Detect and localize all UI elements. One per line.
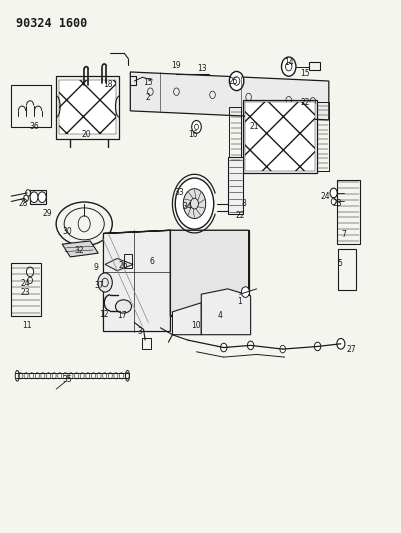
- Text: 23: 23: [333, 199, 342, 208]
- Text: 7: 7: [342, 230, 346, 239]
- Circle shape: [98, 273, 112, 292]
- Text: 9: 9: [94, 263, 99, 272]
- Text: 19: 19: [172, 61, 181, 69]
- Bar: [243, 100, 317, 173]
- Bar: [229, 107, 241, 163]
- Bar: [11, 85, 51, 127]
- Text: 1: 1: [237, 297, 242, 305]
- Text: 33: 33: [175, 189, 184, 197]
- Circle shape: [175, 178, 214, 229]
- Circle shape: [282, 57, 296, 76]
- Circle shape: [26, 190, 30, 196]
- Text: 21: 21: [250, 123, 259, 131]
- Bar: [317, 102, 329, 171]
- Bar: [228, 157, 243, 214]
- Bar: [11, 263, 41, 316]
- Text: 24: 24: [20, 279, 30, 288]
- Text: 24: 24: [321, 192, 330, 200]
- Text: 6: 6: [149, 257, 154, 265]
- Text: 11: 11: [22, 321, 32, 329]
- Text: 13: 13: [198, 64, 207, 72]
- Polygon shape: [103, 230, 170, 332]
- Text: 29: 29: [43, 209, 52, 217]
- Text: 34: 34: [183, 203, 192, 211]
- Circle shape: [229, 71, 244, 91]
- Text: 22: 22: [301, 98, 310, 107]
- Circle shape: [314, 342, 321, 351]
- Text: 36: 36: [29, 123, 39, 131]
- Circle shape: [24, 195, 28, 201]
- Circle shape: [26, 267, 34, 277]
- Text: 4: 4: [217, 311, 222, 320]
- Ellipse shape: [115, 300, 132, 313]
- Text: 22: 22: [235, 212, 245, 220]
- Circle shape: [183, 189, 206, 219]
- Text: 28: 28: [18, 199, 28, 208]
- Bar: [124, 254, 132, 268]
- Circle shape: [280, 345, 286, 353]
- Bar: [170, 230, 249, 316]
- Text: 12: 12: [99, 310, 108, 319]
- Text: 35: 35: [63, 375, 72, 384]
- Circle shape: [38, 192, 46, 203]
- Text: 14: 14: [284, 59, 294, 67]
- Text: 27: 27: [346, 345, 356, 353]
- Text: 30: 30: [63, 227, 72, 236]
- Circle shape: [330, 188, 337, 198]
- Bar: [56, 76, 119, 139]
- Circle shape: [28, 277, 32, 284]
- Text: 15: 15: [300, 69, 310, 78]
- Text: 18: 18: [103, 80, 113, 88]
- Text: 17: 17: [117, 311, 127, 320]
- Text: 2: 2: [145, 93, 150, 101]
- Circle shape: [331, 198, 336, 205]
- Polygon shape: [172, 303, 201, 335]
- Text: 15: 15: [143, 78, 152, 87]
- Bar: [338, 249, 356, 290]
- Text: 90324 1600: 90324 1600: [16, 17, 87, 30]
- Polygon shape: [62, 241, 98, 257]
- Text: 23: 23: [20, 288, 30, 296]
- Polygon shape: [103, 230, 249, 316]
- Text: 3: 3: [137, 327, 142, 336]
- Polygon shape: [201, 289, 251, 335]
- Circle shape: [337, 338, 345, 349]
- Text: 8: 8: [241, 199, 246, 208]
- Polygon shape: [130, 72, 329, 120]
- Text: 26: 26: [119, 261, 128, 270]
- Text: 32: 32: [75, 246, 84, 255]
- Circle shape: [247, 341, 254, 350]
- Bar: [309, 62, 320, 70]
- Text: 5: 5: [338, 260, 342, 268]
- Bar: [59, 80, 116, 134]
- Circle shape: [30, 192, 38, 203]
- Bar: [142, 338, 151, 349]
- Bar: [337, 180, 360, 244]
- Circle shape: [221, 343, 227, 352]
- Bar: [245, 102, 315, 171]
- Text: 37: 37: [95, 281, 104, 289]
- Circle shape: [192, 120, 201, 133]
- Polygon shape: [105, 259, 133, 271]
- Text: 16: 16: [188, 130, 198, 139]
- Circle shape: [241, 287, 249, 297]
- Bar: [30, 190, 46, 204]
- Text: 10: 10: [191, 321, 200, 329]
- Text: 20: 20: [81, 130, 91, 139]
- Text: 25: 25: [229, 77, 238, 85]
